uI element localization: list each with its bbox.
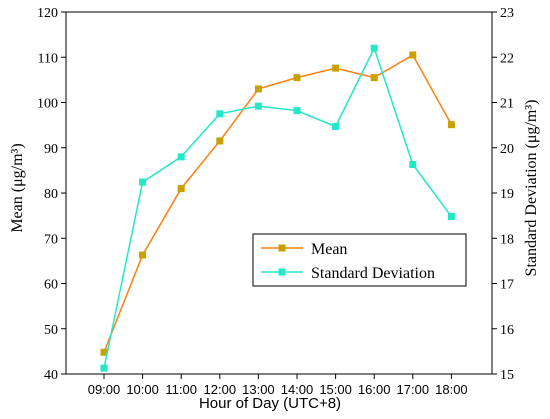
data-point	[447, 213, 455, 221]
series-line-2	[103, 46, 453, 369]
y-left-tick-label: 40	[44, 368, 58, 383]
data-point	[332, 64, 340, 72]
y-right-tick-label: 21	[500, 97, 514, 112]
x-tick-label: 18:00	[435, 382, 468, 397]
data-point	[177, 153, 185, 161]
x-tick-label: 12:00	[204, 382, 237, 397]
data-point	[447, 121, 455, 129]
data-point	[100, 348, 108, 356]
series-line-1	[103, 53, 453, 353]
data-point	[370, 44, 378, 52]
legend: Mean Standard Deviation	[252, 233, 467, 287]
y-right-tick-label: 16	[500, 323, 514, 338]
legend-marker	[278, 244, 286, 252]
axes: 40 50 60 70 80 90 100 110 120 15 16 17 18 19 20 21 22 23 0…	[37, 6, 514, 397]
y-right-tick-label: 23	[500, 6, 514, 21]
y-right-tick-label: 20	[500, 142, 514, 157]
data-point	[409, 51, 417, 59]
x-tick-label: 15:00	[319, 382, 352, 397]
y-left-tick-label: 90	[44, 142, 58, 157]
legend-label: Mean	[311, 241, 347, 258]
x-axis-title: Hour of Day (UTC+8)	[199, 395, 341, 412]
data-point	[293, 107, 301, 115]
y-axis-title-right: Standard Deviation (μg/m³)	[523, 100, 540, 277]
legend-marker	[278, 268, 286, 276]
data-point	[216, 137, 224, 145]
data-point	[254, 85, 262, 93]
y-right-tick-label: 19	[500, 187, 514, 202]
series-layer	[100, 44, 455, 372]
data-point	[216, 110, 224, 118]
legend-box	[252, 233, 467, 287]
x-tick-label: 13:00	[242, 382, 275, 397]
y-left-tick-label: 80	[44, 187, 58, 202]
y-left-tick-label: 110	[38, 51, 58, 66]
x-tick-label: 16:00	[358, 382, 391, 397]
legend-label: Standard Deviation	[311, 265, 435, 282]
x-tick-label: 11:00	[165, 382, 197, 397]
y-left-tick-label: 70	[44, 232, 58, 247]
x-tick-label: 14:00	[281, 382, 314, 397]
data-point	[139, 178, 147, 186]
data-point	[332, 122, 340, 130]
y-left-tick-label: 100	[37, 97, 58, 112]
data-point	[139, 251, 147, 259]
y-left-tick-label: 50	[44, 323, 58, 338]
x-tick-label: 10:00	[126, 382, 159, 397]
data-point	[100, 364, 108, 372]
y-right-tick-label: 17	[500, 278, 514, 293]
data-point	[293, 74, 301, 82]
y-right-tick-label: 18	[500, 232, 514, 247]
data-point	[177, 184, 185, 192]
data-point	[409, 160, 417, 168]
y-left-tick-label: 120	[37, 6, 58, 21]
y-right-tick-label: 22	[500, 51, 514, 66]
data-point	[370, 74, 378, 82]
x-tick-label: 09:00	[88, 382, 121, 397]
y-axis-title-left: Mean (μg/m³)	[9, 143, 26, 232]
y-right-tick-label: 15	[500, 368, 514, 383]
x-tick-label: 17:00	[397, 382, 430, 397]
y-left-tick-label: 60	[44, 278, 58, 293]
data-point	[254, 102, 262, 110]
